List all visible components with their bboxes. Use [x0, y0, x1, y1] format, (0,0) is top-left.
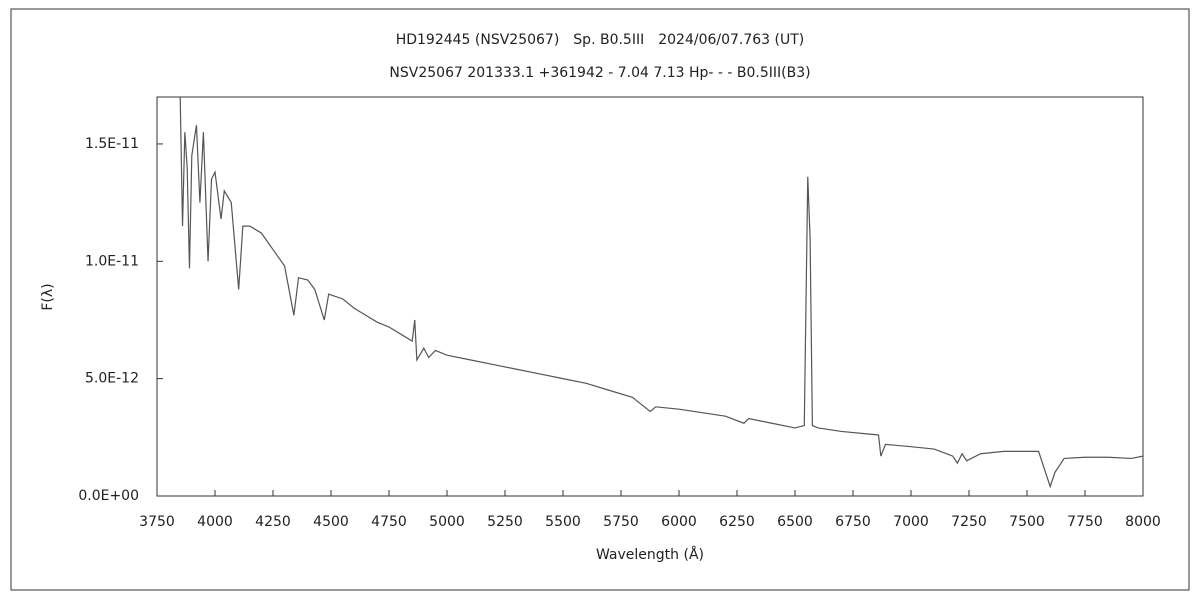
x-tick-label: 7000 [893, 514, 929, 530]
x-tick-label: 6750 [835, 514, 871, 530]
x-tick-label: 5750 [603, 514, 639, 530]
y-axis-label: F(λ) [40, 283, 56, 310]
x-tick-label: 5000 [429, 514, 465, 530]
spectrum-line [179, 96, 1144, 489]
y-tick-label: 5.0E-12 [85, 371, 139, 387]
x-tick-label: 4500 [313, 514, 349, 530]
x-tick-label: 5500 [545, 514, 581, 530]
x-tick-label: 7250 [951, 514, 987, 530]
x-tick-label: 4000 [197, 514, 233, 530]
x-tick-label: 3750 [139, 514, 175, 530]
x-tick-label: 4750 [371, 514, 407, 530]
x-tick-label: 6000 [661, 514, 697, 530]
plot-frame [156, 96, 1144, 497]
x-tick-label: 6250 [719, 514, 755, 530]
y-tick-label: 1.0E-11 [85, 253, 139, 269]
x-tick-label: 4250 [255, 514, 291, 530]
x-tick-label: 8000 [1125, 514, 1161, 530]
y-tick-label: 0.0E+00 [78, 488, 139, 504]
y-tick-label: 1.5E-11 [85, 136, 139, 152]
x-axis-label: Wavelength (Å) [596, 546, 704, 563]
chart-title: HD192445 (NSV25067) Sp. B0.5III 2024/06/… [396, 32, 805, 48]
outer-frame [10, 8, 1190, 591]
chart-subtitle: NSV25067 201333.1 +361942 - 7.04 7.13 Hp… [389, 65, 810, 81]
x-tick-label: 5250 [487, 514, 523, 530]
x-tick-label: 6500 [777, 514, 813, 530]
x-tick-label: 7750 [1067, 514, 1103, 530]
x-tick-label: 7500 [1009, 514, 1045, 530]
